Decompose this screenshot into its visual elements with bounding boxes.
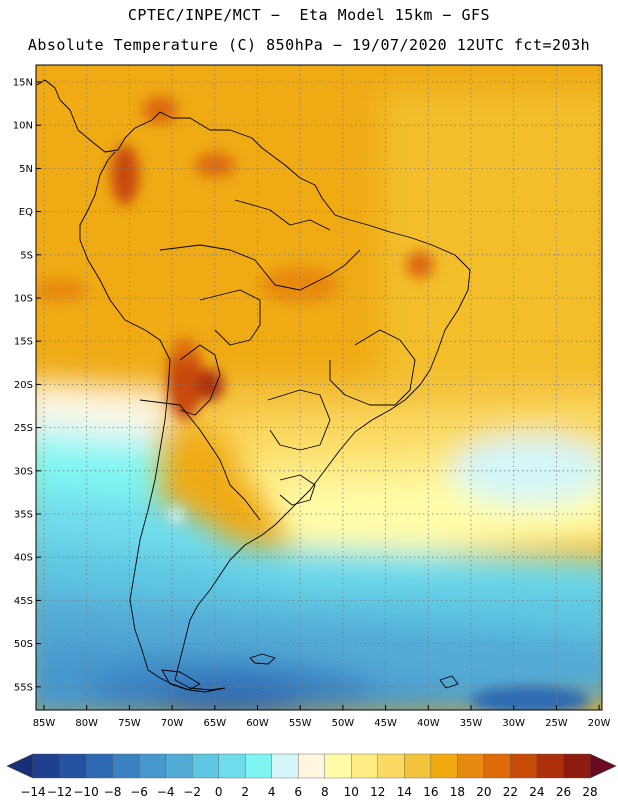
colorbar-swatch — [85, 753, 114, 779]
coastlines — [36, 79, 471, 693]
colorbar-swatch — [244, 753, 273, 779]
colorbar-swatch — [457, 753, 485, 779]
lat-label: EQ — [19, 207, 33, 218]
longitude-labels: 85W 80W 75W 70W 65W 60W 55W 50W 45W 40W 35W 30W 25W 2… — [33, 705, 611, 729]
lon-label: 60W — [246, 718, 269, 729]
lon-label: 80W — [75, 718, 98, 729]
colorbar-swatch — [404, 753, 432, 779]
latitude-labels: 15N 10N 5N EQ 5S 10S 15S 20S 25S 30S 35S 40S 45S 50S 5… — [13, 78, 41, 693]
colorbar-swatch — [165, 753, 193, 779]
colorbar-label: 28 — [582, 785, 597, 799]
lon-label: 50W — [332, 718, 355, 729]
lat-label: 55S — [14, 682, 33, 693]
colorbar-swatch — [59, 753, 87, 779]
colorbar-label: 26 — [556, 785, 571, 799]
lat-label: 35S — [14, 510, 33, 521]
lon-label: 85W — [33, 718, 56, 729]
lon-label: 75W — [118, 718, 141, 729]
colorbar-swatch — [271, 753, 299, 779]
colorbar-label: −6 — [130, 785, 148, 799]
colorbar-swatch — [430, 753, 458, 779]
colorbar-swatch — [483, 753, 511, 779]
temperature-field — [36, 65, 602, 710]
colorbar-label: −8 — [104, 785, 122, 799]
lon-label: 65W — [203, 718, 226, 729]
lon-label: 30W — [502, 718, 525, 729]
colorbar-swatch — [112, 753, 140, 779]
lat-label: 5N — [19, 164, 33, 175]
lon-label: 55W — [289, 718, 312, 729]
map-title: CPTEC/INPE/MCT − Eta Model 15km − GFS — [127, 6, 491, 24]
colorbar-label: 24 — [529, 785, 544, 799]
lon-label: 35W — [460, 718, 483, 729]
colorbar-swatch — [32, 753, 61, 779]
lat-label: 15N — [13, 78, 33, 89]
colorbar-label: 2 — [241, 785, 249, 799]
lon-label: 45W — [374, 718, 397, 729]
colorbar-label: −12 — [47, 785, 72, 799]
colorbar-label: −2 — [183, 785, 201, 799]
colorbar-label: 22 — [503, 785, 518, 799]
colorbar-swatch — [218, 753, 246, 779]
lat-label: 45S — [14, 596, 33, 607]
colorbar-label: 20 — [476, 785, 491, 799]
colorbar-over-arrow — [589, 753, 617, 779]
colorbar-label: 10 — [344, 785, 359, 799]
colorbar-label: −4 — [157, 785, 175, 799]
colorbar-swatch — [191, 753, 220, 779]
map-subtitle: Absolute Temperature (C) 850hPa − 19/07/… — [27, 36, 591, 54]
lat-label: 10S — [14, 294, 33, 305]
colorbar-swatch — [298, 753, 326, 779]
colorbar-under-arrow — [6, 753, 34, 779]
colorbar-label: 14 — [397, 785, 412, 799]
lat-label: 40S — [14, 553, 33, 564]
colorbar-swatch — [536, 753, 564, 779]
colorbar-label: 8 — [321, 785, 329, 799]
lon-label: 40W — [417, 718, 440, 729]
lat-label: 5S — [20, 250, 33, 261]
colorbar: −14 −12 −10 −8 −6 −4 −2 0 2 4 6 8 10 12 14 16 18 20 22 24 26… — [6, 753, 617, 799]
colorbar-swatch — [351, 753, 379, 779]
colorbar-label: 12 — [370, 785, 385, 799]
colorbar-swatch — [324, 753, 352, 779]
lon-label: 20W — [588, 718, 611, 729]
colorbar-label: 0 — [215, 785, 223, 799]
lat-label: 15S — [14, 337, 33, 348]
colorbar-label: −14 — [20, 785, 45, 799]
lon-label: 25W — [545, 718, 568, 729]
colorbar-label: 6 — [294, 785, 302, 799]
colorbar-label: 16 — [423, 785, 438, 799]
lat-label: 30S — [14, 466, 33, 477]
colorbar-swatch — [510, 753, 538, 779]
colorbar-label: −10 — [73, 785, 98, 799]
lat-label: 10N — [13, 121, 33, 132]
colorbar-label: 4 — [268, 785, 276, 799]
colorbar-swatch — [563, 753, 591, 779]
map-frame — [35, 64, 603, 711]
colorbar-swatch — [377, 753, 405, 779]
lat-label: 25S — [14, 423, 33, 434]
lon-label: 70W — [161, 718, 184, 729]
colorbar-swatch — [138, 753, 167, 779]
lat-label: 50S — [14, 639, 33, 650]
colorbar-label: 18 — [450, 785, 465, 799]
lat-label: 20S — [14, 380, 33, 391]
